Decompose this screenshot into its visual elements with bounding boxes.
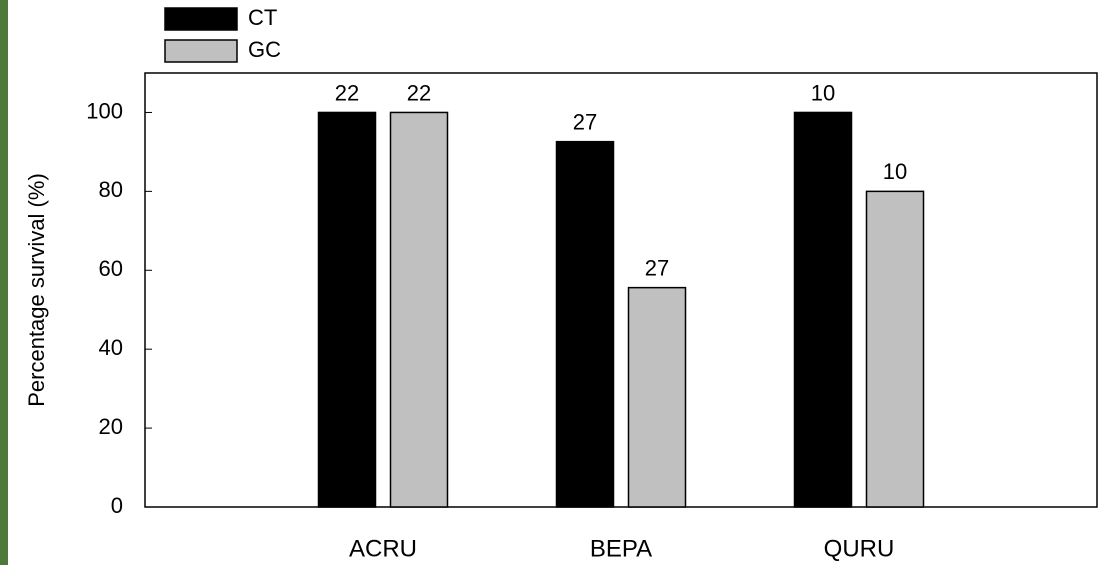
plot-frame — [145, 73, 1097, 507]
x-tick-label: ACRU — [349, 535, 417, 562]
sample-size-label: 27 — [573, 109, 597, 134]
sample-size-label: 27 — [645, 255, 669, 280]
x-tick-label: BEPA — [590, 535, 652, 562]
legend-swatch — [165, 8, 237, 30]
legend-label: GC — [248, 37, 281, 62]
bar — [867, 191, 924, 507]
chart: Percentage survival (%) 0 20 40 60 80 100 ACRU… — [0, 0, 1099, 565]
background-edge — [0, 0, 8, 565]
page: Percentage survival (%) 0 20 40 60 80 100 ACRU… — [0, 0, 1099, 565]
bar — [557, 142, 614, 507]
y-tick-label: 0 — [111, 493, 123, 518]
sample-size-label: 22 — [335, 80, 359, 105]
y-axis-label: Percentage survival (%) — [24, 173, 49, 407]
bar — [391, 112, 448, 507]
legend-swatch — [165, 40, 237, 62]
legend-label: CT — [248, 5, 277, 30]
sample-size-label: 10 — [811, 80, 835, 105]
y-tick-label: 60 — [99, 256, 123, 281]
x-tick-label: QURU — [824, 535, 895, 562]
sample-size-label: 10 — [883, 159, 907, 184]
y-tick-label: 40 — [99, 335, 123, 360]
bar — [629, 288, 686, 507]
bar — [795, 112, 852, 507]
y-tick-label: 20 — [99, 414, 123, 439]
sample-size-label: 22 — [407, 80, 431, 105]
y-tick-label: 80 — [99, 177, 123, 202]
bar — [319, 112, 376, 507]
y-tick-label: 100 — [86, 98, 123, 123]
